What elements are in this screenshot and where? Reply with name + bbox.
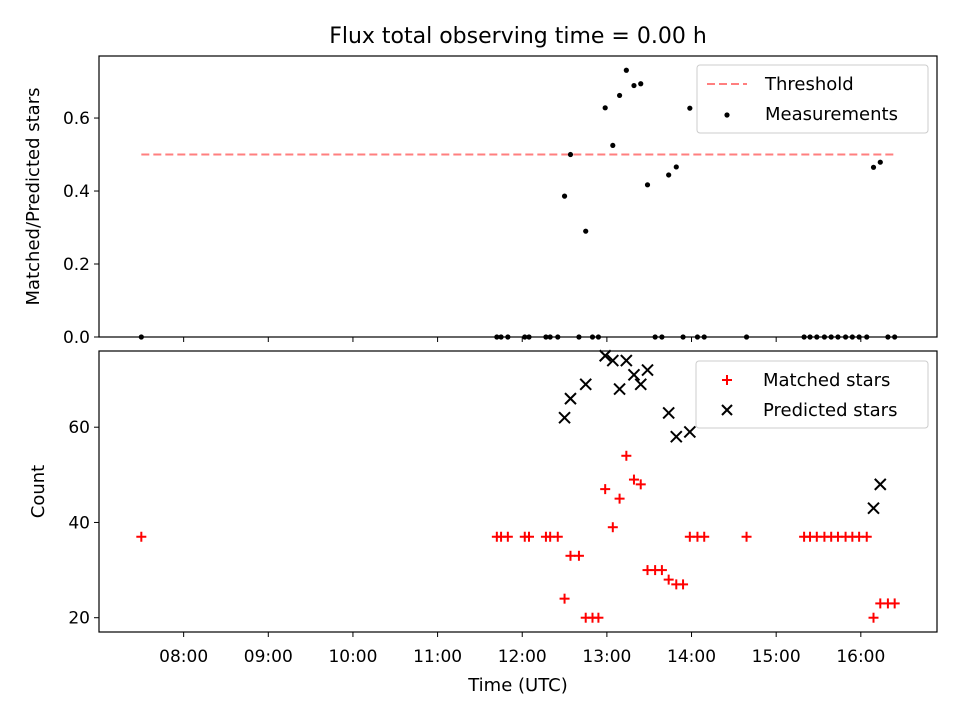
measurements-point <box>623 67 629 73</box>
predicted-stars-point <box>683 425 697 439</box>
measurements-point <box>673 164 679 170</box>
measurements-point <box>870 164 877 170</box>
y-tick-label: 60 <box>68 418 90 438</box>
matched-stars-point <box>607 522 618 533</box>
measurements-point <box>631 82 637 89</box>
y-tick-label: 40 <box>68 513 90 533</box>
measurements-point <box>666 172 672 178</box>
count-legend-box <box>695 360 929 429</box>
measurements-point <box>638 81 644 87</box>
x-tick-label: 13:00 <box>582 647 631 667</box>
x-tick-label: 16:00 <box>836 647 885 667</box>
predicted-stars-point <box>634 378 647 391</box>
measurements-point <box>602 105 608 111</box>
legend-label-predicted-stars: Predicted stars <box>763 400 897 421</box>
ratio-legend: Threshold Measurements <box>696 64 929 134</box>
x-tick-label: 08:00 <box>159 647 208 667</box>
ratio-legend-box <box>696 64 929 134</box>
matched-stars-point <box>524 531 535 542</box>
measurements-point <box>616 92 623 99</box>
predicted-stars-point <box>606 354 620 367</box>
count-axes-frame <box>98 350 938 633</box>
count-y-axis: 20 40 60 <box>68 418 99 629</box>
measurements-point <box>583 228 589 234</box>
predicted-stars-point <box>558 411 571 424</box>
predicted-stars-point <box>662 406 675 420</box>
count-legend: Matched stars Predicted stars <box>695 360 929 429</box>
ratio-panel: 0.0 0.2 0.4 0.6 Matched/Predicted stars Thr… <box>23 55 938 348</box>
y-tick-label: 20 <box>68 609 90 629</box>
chart-title: Flux total observing time = 0.00 h <box>329 24 707 49</box>
matched-stars-point <box>593 612 604 623</box>
matched-stars-point <box>136 531 147 542</box>
matched-stars-point <box>861 531 872 542</box>
measurements-point <box>877 159 883 165</box>
predicted-stars-point <box>641 363 654 377</box>
matched-stars-point <box>628 474 639 485</box>
ratio-x-ticks <box>183 337 862 342</box>
matched-stars-point <box>565 550 576 561</box>
predicted-stars-point <box>620 354 633 367</box>
matched-stars-point <box>600 484 611 495</box>
measurements-point <box>567 151 574 158</box>
predicted-stars-point <box>867 501 880 515</box>
ratio-axes-frame <box>98 55 938 338</box>
x-tick-label: 14:00 <box>667 647 716 667</box>
matched-stars-point <box>663 574 674 585</box>
predicted-stars-point <box>670 430 683 443</box>
matched-stars-point <box>559 593 570 604</box>
predicted-stars-point <box>613 382 626 396</box>
predicted-stars-point <box>579 378 592 391</box>
matched-stars-point <box>678 579 689 590</box>
measurements-point <box>687 105 693 111</box>
legend-label-threshold: Threshold <box>764 74 854 95</box>
x-tick-label: 09:00 <box>244 647 293 667</box>
y-tick-label: 0.4 <box>63 182 90 202</box>
predicted-stars-point <box>598 349 612 362</box>
x-tick-label: 12:00 <box>498 647 547 667</box>
y-tick-label: 0.0 <box>63 328 90 348</box>
matched-stars-point <box>635 479 646 490</box>
predicted-stars-point <box>874 478 887 491</box>
matched-stars-point <box>502 531 513 542</box>
measurements-point <box>561 193 568 199</box>
legend-swatch-matched-stars <box>722 375 732 385</box>
ratio-y-axis-label: Matched/Predicted stars <box>23 88 44 306</box>
legend-swatch-measurements <box>724 112 730 118</box>
matched-stars-point <box>621 450 632 461</box>
x-tick-label: 10:00 <box>328 647 377 667</box>
matched-stars-point <box>573 550 584 561</box>
legend-swatch-predicted-stars <box>721 404 733 416</box>
matched-stars-point <box>868 612 879 623</box>
y-tick-label: 0.6 <box>63 109 90 129</box>
measurements-point <box>610 142 616 149</box>
matched-stars-point <box>889 598 900 609</box>
y-tick-label: 0.2 <box>63 255 90 275</box>
count-plot-area <box>136 349 900 623</box>
measurements-point <box>644 182 651 188</box>
x-axis-label: Time (UTC) <box>467 675 568 696</box>
legend-label-matched-stars: Matched stars <box>763 370 890 391</box>
ratio-y-axis: 0.0 0.2 0.4 0.6 <box>63 109 99 348</box>
matched-stars-point <box>656 565 667 576</box>
matched-stars-point <box>614 493 625 504</box>
matched-stars-point <box>699 531 710 542</box>
x-tick-label: 15:00 <box>752 647 801 667</box>
legend-label-measurements: Measurements <box>765 104 898 125</box>
x-tick-label: 11:00 <box>413 647 462 667</box>
count-panel: 20 40 60 08:00 09:00 10:00 11:00 12:00 13:00 14:… <box>28 349 938 696</box>
predicted-stars-point <box>627 368 641 382</box>
time-x-axis: 08:00 09:00 10:00 11:00 12:00 13:00 14:00 15:00… <box>159 632 885 667</box>
matched-stars-point <box>552 531 563 542</box>
count-y-axis-label: Count <box>28 465 49 518</box>
predicted-stars-point <box>564 392 577 405</box>
matched-stars-point <box>741 531 752 542</box>
